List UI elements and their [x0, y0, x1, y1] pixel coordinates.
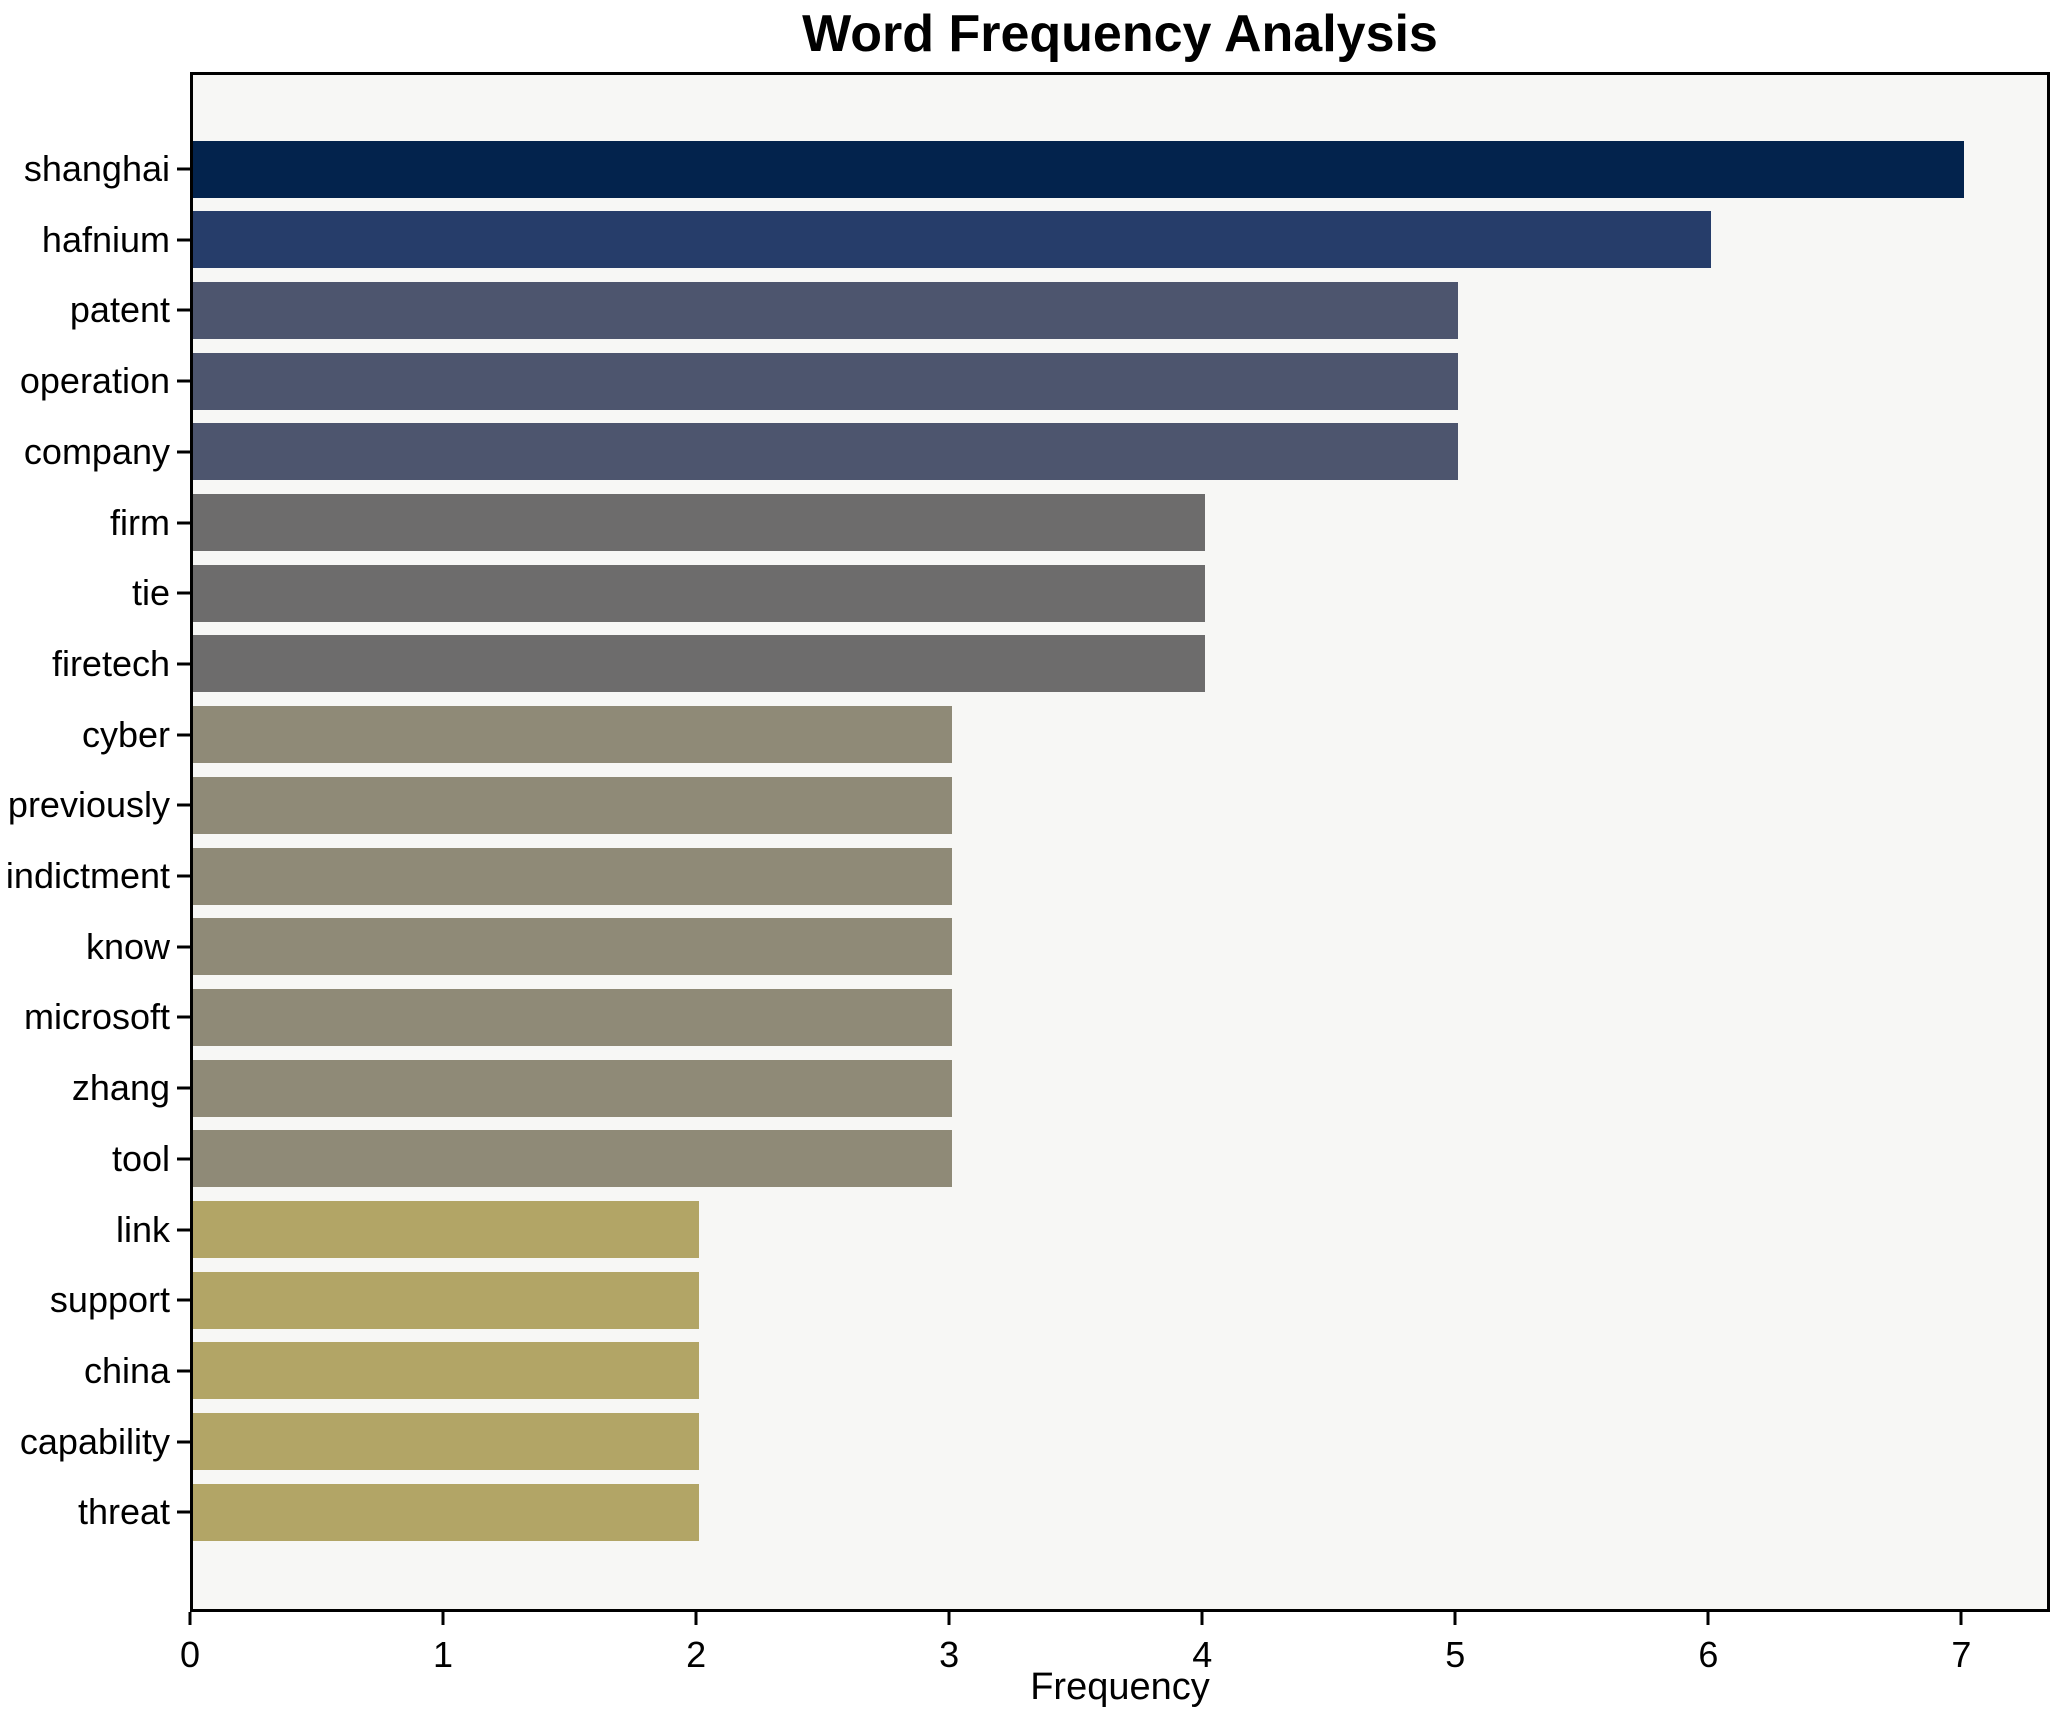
y-tick-label-operation: operation [19, 360, 170, 402]
bar-know [193, 918, 952, 976]
bar-indictment [193, 847, 952, 905]
x-tick-label-4: 4 [1192, 1634, 1213, 1675]
plot-area [190, 72, 2050, 1612]
y-tick-mark [177, 308, 190, 312]
y-tick-label-link: link [115, 1208, 170, 1250]
y-tick-mark [177, 1440, 190, 1444]
bar-tool [193, 1130, 952, 1188]
x-tick-label-6: 6 [1698, 1634, 1719, 1675]
x-tick-label-5: 5 [1445, 1634, 1466, 1675]
y-tick-label-support: support [49, 1279, 170, 1321]
bar-firetech [193, 635, 1205, 693]
x-tick-label-0: 0 [179, 1634, 201, 1675]
y-tick-label-previously: previously [7, 784, 170, 826]
y-tick-label-company: company [23, 430, 170, 472]
x-tick-label-2: 2 [686, 1634, 707, 1675]
y-tick-label-shanghai: shanghai [23, 148, 170, 189]
x-tick-mark [1200, 1612, 1204, 1625]
bar-capability [193, 1413, 699, 1471]
y-tick-mark [177, 167, 190, 171]
y-tick-label-know: know [85, 925, 170, 967]
bar-firm [193, 494, 1205, 551]
bar-company [193, 423, 1458, 481]
y-tick-label-firetech: firetech [51, 642, 170, 684]
y-tick-label-tie: tie [131, 572, 170, 614]
y-tick-mark [177, 1298, 190, 1302]
bar-hafnium [193, 211, 1711, 269]
bar-china [193, 1342, 699, 1400]
y-tick-label-zhang: zhang [71, 1067, 170, 1109]
x-tick-mark [694, 1612, 698, 1625]
x-tick-mark [188, 1612, 192, 1625]
y-tick-label-firm: firm [110, 501, 170, 543]
y-tick-mark [177, 591, 190, 595]
x-tick-mark [1706, 1612, 1710, 1625]
y-tick-mark [177, 1157, 190, 1161]
y-tick-label-tool: tool [111, 1137, 170, 1179]
y-tick-mark [177, 803, 190, 807]
y-tick-label-microsoft: microsoft [23, 996, 170, 1038]
bar-zhang [193, 1059, 952, 1117]
y-tick-label-indictment: indictment [5, 855, 170, 896]
x-axis-label: Frequency [1030, 1666, 1210, 1708]
x-tick-label-7: 7 [1951, 1634, 1972, 1675]
y-tick-label-hafnium: hafnium [41, 218, 170, 260]
y-tick-label-cyber: cyber [81, 713, 170, 755]
y-tick-label-capability: capability [19, 1420, 170, 1462]
y-tick-label-patent: patent [69, 289, 170, 331]
bar-threat [193, 1483, 699, 1541]
bar-previously [193, 776, 952, 834]
x-tick-mark [1959, 1612, 1963, 1625]
bar-support [193, 1271, 699, 1329]
y-tick-mark [177, 1510, 190, 1514]
y-tick-mark [177, 874, 190, 878]
bar-tie [193, 564, 1205, 622]
y-tick-mark [177, 945, 190, 949]
bar-patent [193, 281, 1458, 339]
y-tick-mark [177, 1086, 190, 1090]
bar-shanghai [193, 140, 1964, 198]
x-tick-label-1: 1 [433, 1634, 454, 1675]
bar-link [193, 1201, 699, 1258]
y-tick-label-threat: threat [77, 1491, 170, 1533]
y-tick-mark [177, 238, 190, 242]
y-tick-mark [177, 450, 190, 454]
bar-microsoft [193, 988, 952, 1046]
y-tick-mark [177, 1228, 190, 1231]
y-tick-mark [177, 379, 190, 383]
x-tick-mark [441, 1612, 445, 1625]
y-tick-mark [177, 1369, 190, 1373]
x-tick-mark [947, 1612, 951, 1625]
bar-cyber [193, 706, 952, 764]
y-tick-mark [177, 521, 190, 524]
chart-title: Word Frequency Analysis [802, 5, 1438, 63]
y-tick-mark [177, 1015, 190, 1019]
x-tick-label-3: 3 [939, 1634, 960, 1675]
bar-operation [193, 352, 1458, 410]
y-tick-label-china: china [83, 1349, 170, 1391]
y-tick-mark [177, 733, 190, 737]
x-tick-mark [1453, 1612, 1457, 1625]
y-tick-mark [177, 662, 190, 666]
